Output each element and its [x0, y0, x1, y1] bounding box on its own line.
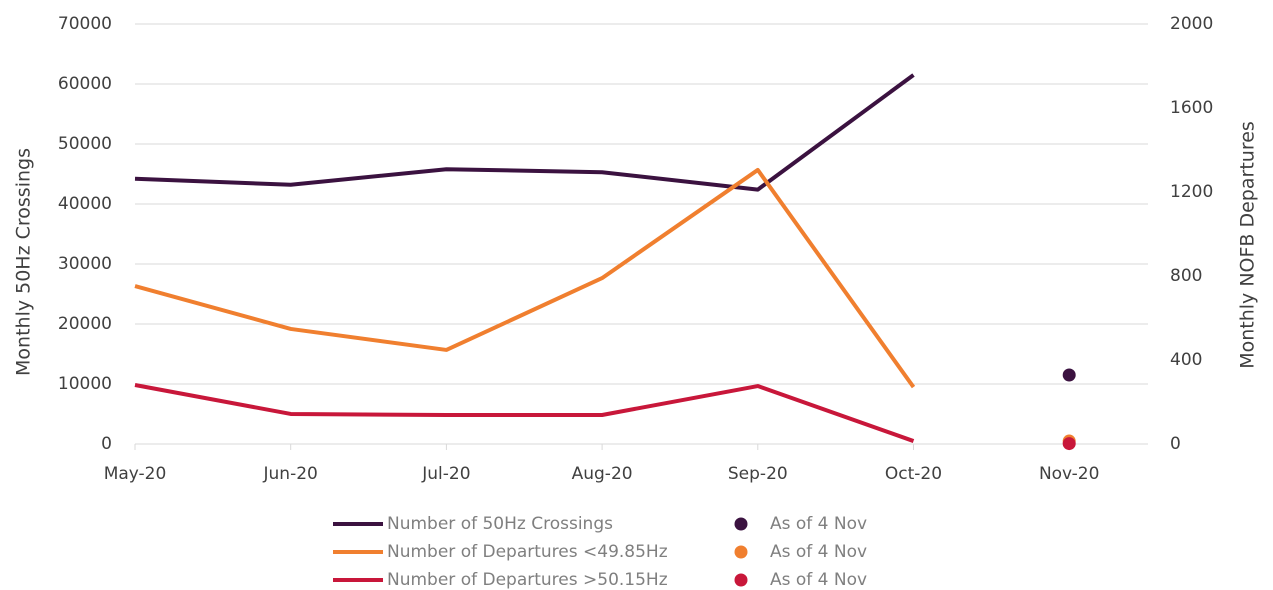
y2-tick-label: 2000 — [1170, 14, 1213, 34]
series-line — [134, 167, 916, 389]
x-tick-label: Jun-20 — [263, 464, 318, 484]
x-tick-label: May-20 — [104, 464, 167, 484]
y-tick-label: 0 — [101, 434, 112, 454]
legend-marker — [734, 573, 748, 587]
legend-marker — [734, 545, 748, 559]
y2-tick-label: 1200 — [1170, 182, 1213, 202]
legend-label: Number of Departures <49.85Hz — [387, 542, 668, 562]
series-line — [134, 73, 915, 192]
y-tick-label: 50000 — [58, 134, 112, 154]
legend-marker — [734, 517, 748, 531]
y2-tick-label: 400 — [1170, 350, 1202, 370]
x-tick-label: Jul-20 — [421, 464, 470, 484]
x-tick-label: Sep-20 — [728, 464, 788, 484]
y-tick-label: 10000 — [58, 374, 112, 394]
y-tick-label: 30000 — [58, 254, 112, 274]
y2-tick-label: 800 — [1170, 266, 1202, 286]
marker — [1062, 437, 1076, 451]
legend-label: Number of 50Hz Crossings — [387, 514, 613, 534]
marker — [1062, 368, 1076, 382]
series-line — [134, 383, 915, 443]
x-tick-label: Aug-20 — [572, 464, 633, 484]
x-tick-label: Nov-20 — [1039, 464, 1100, 484]
y-tick-label: 20000 — [58, 314, 112, 334]
y-axis-title: Monthly 50Hz Crossings — [13, 148, 35, 376]
legend-label: Number of Departures >50.15Hz — [387, 570, 668, 590]
y2-tick-label: 0 — [1170, 434, 1181, 454]
legend-label: As of 4 Nov — [770, 570, 867, 590]
y-tick-label: 60000 — [58, 74, 112, 94]
legend-label: As of 4 Nov — [770, 514, 867, 534]
y-tick-label: 70000 — [58, 14, 112, 34]
legend-label: As of 4 Nov — [770, 542, 867, 562]
y-tick-label: 40000 — [58, 194, 112, 214]
y2-axis-title: Monthly NOFB Departures — [1237, 121, 1259, 369]
y2-tick-label: 1600 — [1170, 98, 1213, 118]
x-tick-label: Oct-20 — [885, 464, 942, 484]
